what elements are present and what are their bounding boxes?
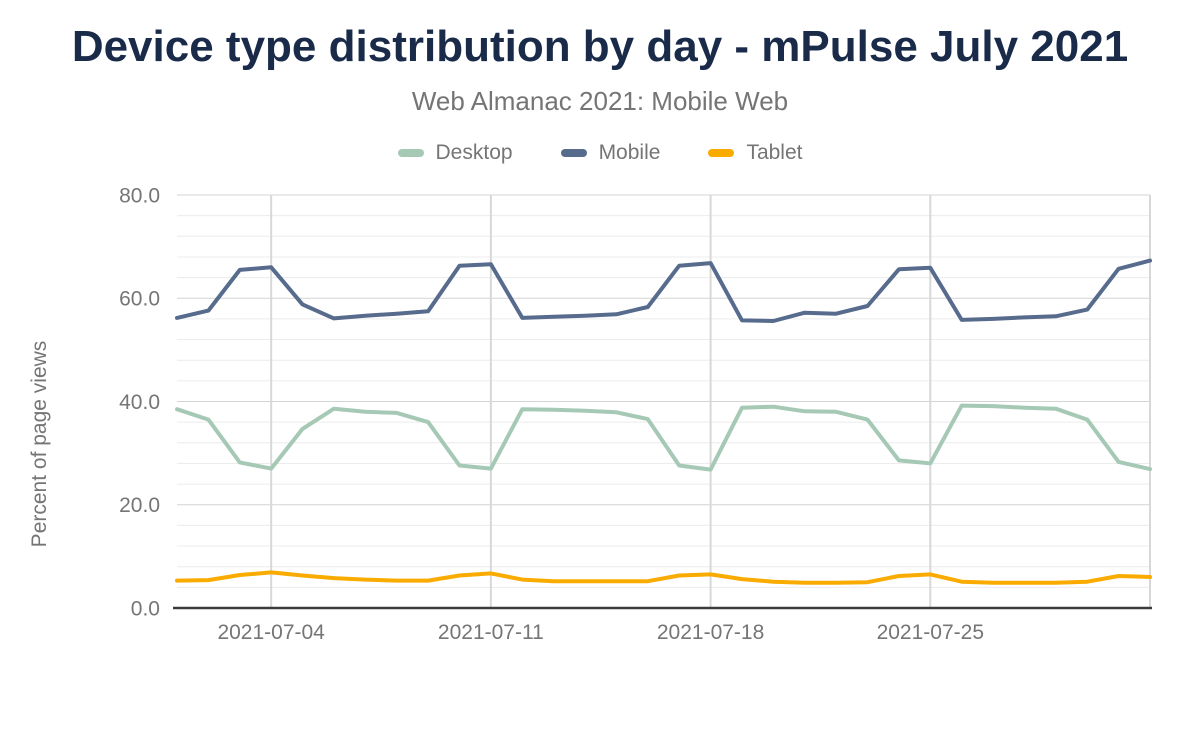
x-tick-label: 2021-07-18	[657, 621, 764, 644]
legend-label: Desktop	[435, 141, 513, 164]
legend-swatch-tablet	[708, 149, 735, 157]
x-tick-label: 2021-07-25	[877, 621, 984, 644]
x-tick-label: 2021-07-11	[438, 621, 544, 644]
y-tick-label: 40.0	[119, 391, 160, 414]
legend-item-tablet: Tablet	[708, 141, 802, 165]
chart-subtitle: Web Almanac 2021: Mobile Web	[411, 86, 789, 116]
series-line-desktop	[175, 403, 1152, 472]
y-tick-label: 60.0	[119, 288, 160, 311]
y-tick-label: 0.0	[131, 597, 160, 620]
legend-item-desktop: Desktop	[397, 141, 513, 165]
legend-swatch-desktop	[397, 149, 424, 157]
legend-item-mobile: Mobile	[560, 141, 661, 165]
x-tick-label: 2021-07-04	[217, 621, 325, 644]
y-tick-label: 80.0	[119, 184, 160, 207]
chart-title: Device type distribution by day - mPulse…	[71, 22, 1129, 71]
legend: Desktop Mobile Tablet	[0, 141, 1200, 165]
series-line-mobile	[175, 258, 1152, 323]
legend-swatch-mobile	[560, 149, 587, 157]
series-line-tablet	[175, 570, 1152, 585]
legend-label: Mobile	[598, 141, 661, 164]
y-axis-title: Percent of page views	[28, 341, 51, 548]
y-tick-label: 20.0	[119, 494, 160, 517]
legend-label: Tablet	[746, 141, 803, 164]
